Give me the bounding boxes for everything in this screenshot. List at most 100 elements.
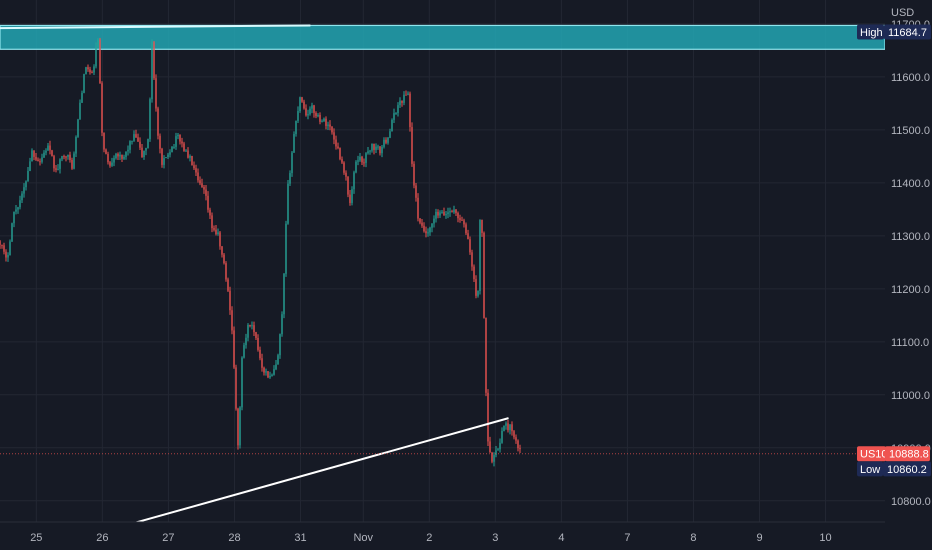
candle-body (339, 148, 341, 160)
candle-body (337, 146, 339, 149)
candle-body (503, 425, 505, 431)
candle-body (307, 114, 309, 116)
candle-body (505, 423, 507, 426)
candle-body (207, 195, 209, 210)
price-tick-label: 11000.0 (891, 390, 930, 402)
candle-body (69, 154, 71, 161)
low-tag-name-bg (857, 461, 883, 477)
candle-body (363, 162, 365, 164)
candle-body (213, 228, 215, 230)
candle-body (165, 157, 167, 159)
candle-body (335, 139, 337, 147)
candle-body (343, 162, 345, 173)
time-axis-bg (0, 522, 885, 550)
candle-body (219, 232, 221, 247)
low-tag-name: Low (860, 464, 880, 476)
candle-body (499, 442, 501, 450)
candle-body (157, 108, 159, 136)
candle-body (313, 105, 315, 113)
candle-body (269, 375, 271, 378)
time-tick-label: 31 (294, 532, 306, 544)
candle-body (225, 263, 227, 280)
candle-body (437, 211, 439, 216)
candle-body (81, 92, 83, 103)
candle-body (333, 132, 335, 140)
candle-body (461, 219, 463, 221)
current-price-tag-value: 10888.8 (889, 449, 929, 461)
candle-body (101, 83, 103, 133)
candle-body (357, 160, 359, 162)
low-tag: Low 10860.2 (857, 461, 931, 477)
candle-body (3, 245, 5, 252)
candle-body (123, 156, 125, 159)
candle-body (247, 324, 249, 338)
candle-body (145, 147, 147, 151)
candle-body (407, 93, 409, 95)
candle-body (273, 369, 275, 375)
low-tag-value: 10860.2 (887, 464, 927, 476)
candle-body (239, 407, 241, 446)
candle-body (421, 222, 423, 226)
current-price-tag-name-bg (857, 446, 886, 462)
candle-body (227, 279, 229, 291)
candle-body (347, 176, 349, 195)
price-tags: High 11684.7 US100 10888.8 Low 10860.2 (857, 24, 931, 477)
candle-body (289, 173, 291, 184)
candle-body (291, 152, 293, 174)
candle-body (341, 159, 343, 163)
candle-body (121, 154, 123, 159)
candle-body (395, 112, 397, 114)
candle-body (159, 135, 161, 149)
price-tick-label: 11600.0 (891, 72, 930, 84)
candle-body (45, 150, 47, 153)
candle-body (155, 78, 157, 109)
candle-body (11, 223, 13, 242)
candle-body (187, 150, 189, 158)
candle-body (257, 337, 259, 350)
candle-body (471, 252, 473, 267)
candle-body (355, 161, 357, 173)
candle-body (175, 136, 177, 147)
candle-body (217, 232, 219, 235)
candle-body (373, 143, 375, 150)
candle-body (425, 231, 427, 234)
candle-body (311, 105, 313, 109)
candle-body (39, 161, 41, 163)
candle-body (345, 172, 347, 177)
candle-body (221, 246, 223, 255)
drawings[interactable] (0, 24, 509, 525)
candle-body (361, 156, 363, 163)
candle-body (0, 241, 1, 245)
candle-body (379, 146, 381, 154)
candle-body (127, 149, 129, 152)
time-axis[interactable]: 25 26 27 28 31 Nov 2 3 4 7 8 9 10 (0, 521, 885, 550)
price-tick-label: 10800.0 (891, 496, 931, 508)
candle-body (129, 141, 131, 150)
candle-body (319, 114, 321, 122)
candle-body (231, 310, 233, 331)
candle-body (265, 371, 267, 373)
candle-body (409, 93, 411, 128)
candle-body (473, 266, 475, 280)
candle-body (405, 94, 407, 96)
candle-body (507, 423, 509, 431)
candle-body (249, 324, 251, 326)
candle-body (391, 119, 393, 132)
high-tag-value: 11684.7 (888, 27, 927, 39)
candle-body (235, 367, 237, 409)
candle-body (287, 183, 289, 224)
candle-body (423, 225, 425, 232)
candle-body (25, 181, 27, 188)
candle-body (279, 334, 281, 356)
candle-body (367, 151, 369, 154)
resistance-zone[interactable] (0, 24, 886, 50)
candle-body (67, 154, 69, 157)
candle-body (181, 141, 183, 144)
price-tick-label: 11400.0 (891, 178, 930, 190)
candle-body (243, 345, 245, 358)
candle-body (303, 101, 305, 109)
high-tag-name: High (860, 27, 883, 39)
candle-body (455, 209, 457, 214)
candle-body (19, 200, 21, 208)
